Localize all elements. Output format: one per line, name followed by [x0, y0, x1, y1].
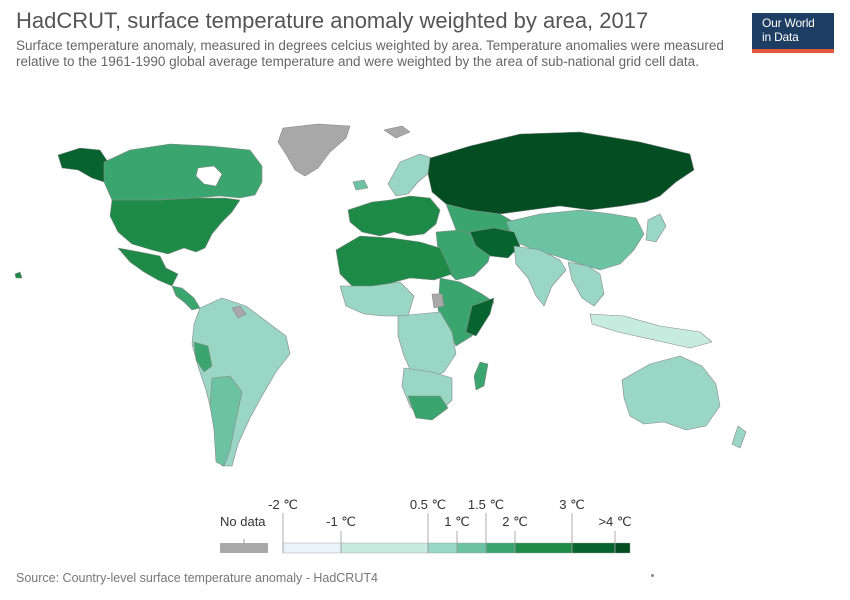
region-sudan-gray[interactable]	[431, 293, 445, 309]
legend-upper-label-0: -2 ℃	[268, 497, 298, 512]
legend-bin-5[interactable]	[514, 542, 573, 554]
legend-no-data-label: No data	[220, 514, 266, 529]
source-note: Source: Country-level surface temperatur…	[16, 571, 378, 585]
legend-bin-7[interactable]	[614, 542, 631, 554]
region-indonesia[interactable]	[589, 313, 713, 349]
logo-line-1: Our World	[762, 16, 815, 30]
legend-bin-2[interactable]	[427, 542, 458, 554]
region-south-america[interactable]	[191, 297, 291, 467]
legend-bin-4[interactable]	[485, 542, 516, 554]
region-greenland[interactable]	[277, 123, 351, 177]
region-iceland[interactable]	[352, 179, 369, 191]
legend-bins	[282, 542, 631, 554]
region-hawaii[interactable]	[14, 271, 23, 279]
chart-subtitle: Surface temperature anomaly, measured in…	[16, 38, 724, 69]
legend-bin-6[interactable]	[571, 542, 616, 554]
region-se-asia[interactable]	[567, 261, 605, 307]
legend-no-data-swatch[interactable]	[220, 543, 268, 553]
chart-title: HadCRUT, surface temperature anomaly wei…	[16, 8, 649, 33]
hudson-bay	[195, 165, 223, 187]
region-central-america[interactable]	[171, 285, 201, 311]
region-australia[interactable]	[621, 355, 721, 431]
region-somalia[interactable]	[465, 297, 495, 337]
region-peru[interactable]	[193, 341, 213, 373]
owid-logo[interactable]: Our World in Data	[752, 13, 834, 53]
region-scandinavia[interactable]	[387, 153, 433, 197]
color-legend: No data -2 ℃ 0.5 ℃ 1.5 ℃ 3 ℃ -1 ℃ 1 ℃ 2 ℃ >4 ℃	[220, 497, 632, 554]
region-mexico[interactable]	[117, 247, 179, 287]
region-europe[interactable]	[347, 195, 441, 237]
legend-upper-label-3: 3 ℃	[559, 497, 584, 512]
region-guianas[interactable]	[231, 305, 247, 319]
legend-bin-0[interactable]	[282, 542, 342, 554]
region-africa-north[interactable]	[335, 235, 453, 289]
region-canada[interactable]	[103, 143, 263, 203]
region-india[interactable]	[513, 245, 567, 307]
legend-labels: -2 ℃ 0.5 ℃ 1.5 ℃ 3 ℃ -1 ℃ 1 ℃ 2 ℃ >4 ℃	[268, 497, 631, 529]
region-south-africa[interactable]	[407, 395, 449, 421]
region-arctic-islands[interactable]	[383, 125, 411, 139]
region-japan[interactable]	[645, 213, 667, 243]
region-alaska[interactable]	[57, 147, 109, 183]
legend-lower-label-3: >4 ℃	[598, 514, 631, 529]
legend-lower-label-1: 1 ℃	[444, 514, 469, 529]
legend-upper-label-1: 0.5 ℃	[410, 497, 446, 512]
legend-ticks	[282, 513, 616, 553]
region-russia[interactable]	[427, 131, 695, 215]
region-africa-west[interactable]	[339, 281, 415, 317]
decorative-dot	[651, 574, 654, 577]
region-chile-argentina[interactable]	[209, 375, 243, 467]
region-new-zealand[interactable]	[731, 425, 747, 449]
region-usa[interactable]	[109, 197, 241, 255]
legend-upper-label-2: 1.5 ℃	[468, 497, 504, 512]
logo-line-2: in Data	[762, 30, 799, 44]
region-iran[interactable]	[469, 227, 521, 259]
legend-lower-label-0: -1 ℃	[326, 514, 356, 529]
legend-lower-label-2: 2 ℃	[502, 514, 527, 529]
world-map[interactable]	[0, 110, 850, 490]
legend-bin-1[interactable]	[340, 542, 429, 554]
region-madagascar[interactable]	[473, 361, 489, 391]
legend-bin-3[interactable]	[456, 542, 487, 554]
